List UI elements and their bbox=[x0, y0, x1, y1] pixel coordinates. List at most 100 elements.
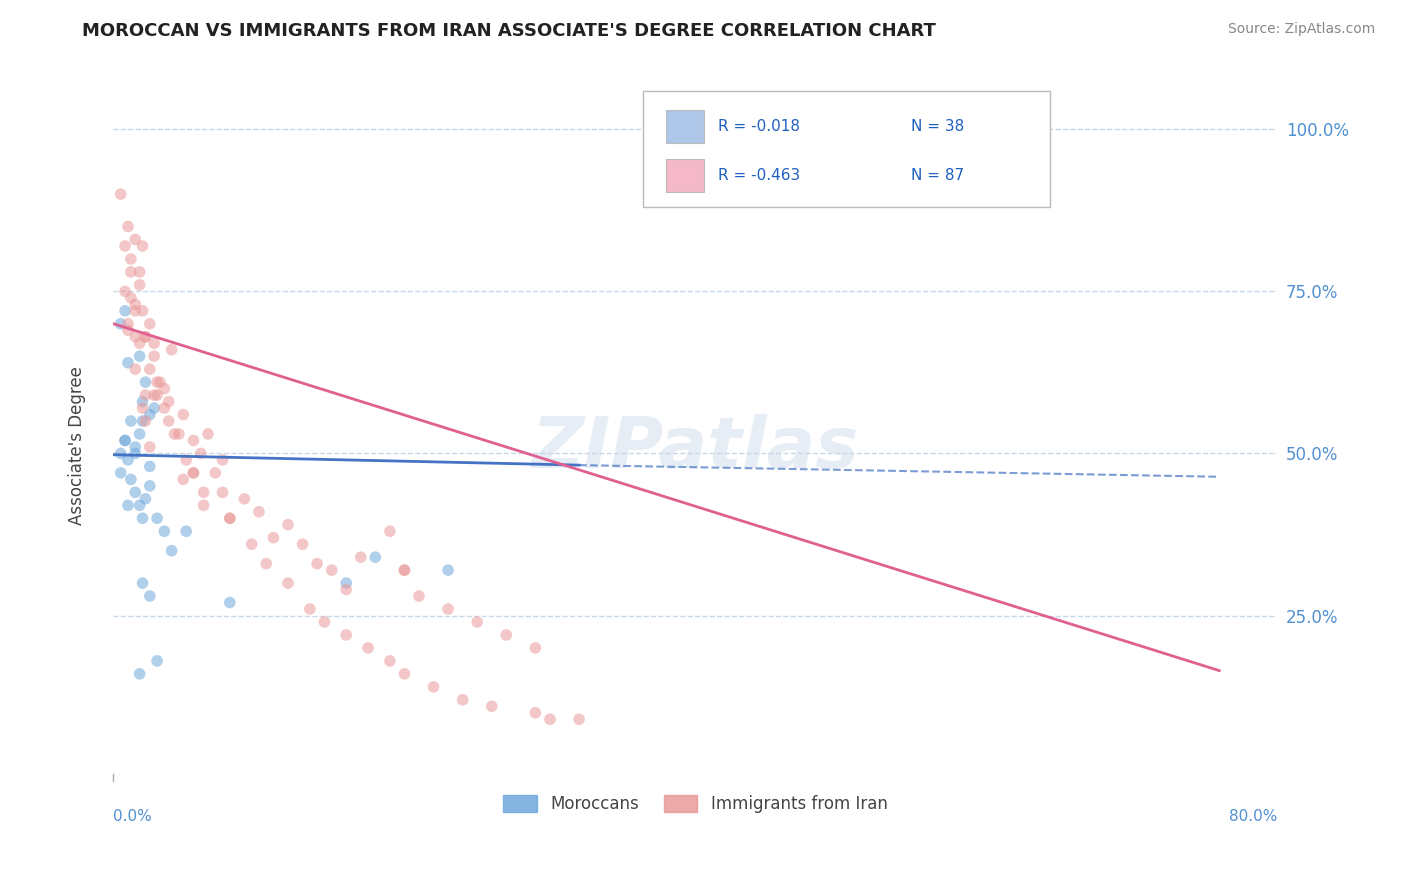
Legend: Moroccans, Immigrants from Iran: Moroccans, Immigrants from Iran bbox=[495, 787, 896, 822]
Point bbox=[218, 595, 240, 609]
Point bbox=[263, 531, 285, 545]
Point bbox=[240, 537, 263, 551]
Point bbox=[134, 330, 156, 344]
Point bbox=[131, 303, 153, 318]
Point bbox=[172, 408, 194, 422]
Point bbox=[146, 388, 169, 402]
Point bbox=[163, 427, 186, 442]
Point bbox=[139, 408, 162, 422]
FancyBboxPatch shape bbox=[643, 92, 1050, 207]
Point bbox=[153, 524, 176, 539]
Point bbox=[120, 472, 142, 486]
Point bbox=[128, 336, 150, 351]
Point bbox=[335, 628, 357, 642]
Point bbox=[568, 712, 591, 726]
Point bbox=[114, 239, 136, 253]
Point bbox=[233, 491, 256, 506]
Point bbox=[128, 277, 150, 292]
Point bbox=[465, 615, 488, 629]
Point bbox=[538, 712, 561, 726]
Text: ZIPatlas: ZIPatlas bbox=[531, 414, 859, 483]
Point bbox=[378, 654, 401, 668]
Point bbox=[114, 303, 136, 318]
Point bbox=[211, 453, 233, 467]
Point bbox=[110, 466, 132, 480]
Point bbox=[120, 291, 142, 305]
Text: Associate's Degree: Associate's Degree bbox=[69, 367, 86, 525]
Text: R = -0.463: R = -0.463 bbox=[717, 168, 800, 183]
Point bbox=[495, 628, 517, 642]
Point bbox=[146, 511, 169, 525]
Point bbox=[128, 427, 150, 442]
Point bbox=[131, 414, 153, 428]
Point bbox=[139, 362, 162, 376]
Point bbox=[321, 563, 343, 577]
Text: N = 87: N = 87 bbox=[911, 168, 965, 183]
Point bbox=[357, 640, 380, 655]
Point bbox=[128, 265, 150, 279]
Point bbox=[124, 297, 146, 311]
Point bbox=[143, 401, 166, 415]
Point bbox=[437, 563, 460, 577]
Point bbox=[143, 336, 166, 351]
Point bbox=[172, 472, 194, 486]
Point bbox=[120, 414, 142, 428]
Point bbox=[183, 434, 205, 448]
Point bbox=[149, 375, 172, 389]
Point bbox=[314, 615, 336, 629]
Point bbox=[204, 466, 226, 480]
Point bbox=[139, 317, 162, 331]
Point bbox=[335, 582, 357, 597]
Text: MOROCCAN VS IMMIGRANTS FROM IRAN ASSOCIATE'S DEGREE CORRELATION CHART: MOROCCAN VS IMMIGRANTS FROM IRAN ASSOCIA… bbox=[82, 22, 935, 40]
Point bbox=[218, 511, 240, 525]
Text: 80.0%: 80.0% bbox=[1229, 809, 1278, 824]
Point bbox=[254, 557, 277, 571]
Point bbox=[120, 252, 142, 266]
Point bbox=[277, 517, 299, 532]
Point bbox=[114, 434, 136, 448]
Point bbox=[143, 388, 166, 402]
Point bbox=[190, 446, 212, 460]
Text: N = 38: N = 38 bbox=[911, 119, 965, 134]
Point bbox=[174, 524, 197, 539]
Point bbox=[114, 285, 136, 299]
Point bbox=[335, 576, 357, 591]
Point bbox=[139, 459, 162, 474]
Point bbox=[153, 401, 176, 415]
Point bbox=[218, 511, 240, 525]
Point bbox=[167, 427, 190, 442]
Point bbox=[193, 485, 215, 500]
Point bbox=[124, 440, 146, 454]
Point bbox=[451, 693, 474, 707]
Point bbox=[139, 479, 162, 493]
Point bbox=[139, 440, 162, 454]
Point bbox=[139, 589, 162, 603]
Point bbox=[146, 654, 169, 668]
Point bbox=[120, 265, 142, 279]
Point bbox=[160, 343, 183, 357]
Point bbox=[524, 640, 547, 655]
Point bbox=[193, 498, 215, 512]
Point bbox=[183, 466, 205, 480]
Point bbox=[183, 466, 205, 480]
Point bbox=[117, 498, 139, 512]
Point bbox=[134, 375, 156, 389]
Point bbox=[350, 550, 373, 565]
Point bbox=[394, 666, 416, 681]
Point bbox=[131, 511, 153, 525]
Point bbox=[174, 453, 197, 467]
Point bbox=[124, 330, 146, 344]
Point bbox=[131, 239, 153, 253]
Point bbox=[114, 434, 136, 448]
Point bbox=[157, 414, 180, 428]
Text: R = -0.018: R = -0.018 bbox=[717, 119, 800, 134]
Point bbox=[134, 491, 156, 506]
Point bbox=[394, 563, 416, 577]
Point bbox=[110, 187, 132, 202]
FancyBboxPatch shape bbox=[666, 159, 703, 193]
Point bbox=[153, 382, 176, 396]
Point bbox=[524, 706, 547, 720]
Point bbox=[394, 563, 416, 577]
Point bbox=[134, 414, 156, 428]
Point bbox=[247, 505, 270, 519]
